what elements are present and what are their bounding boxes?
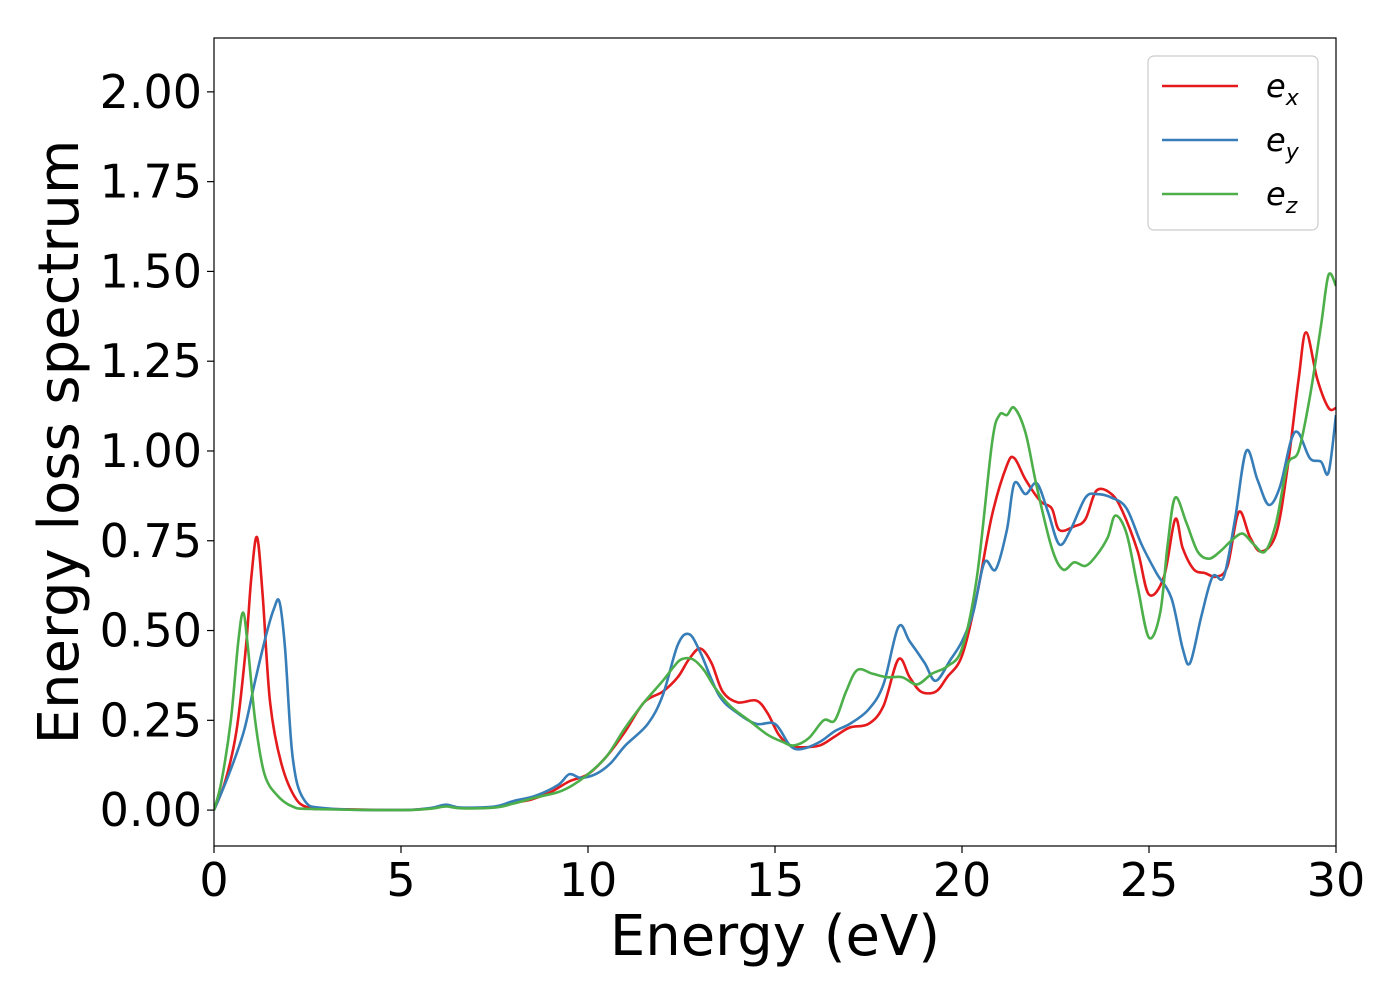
x-tick-label: 25 xyxy=(1120,853,1179,907)
y-tick-label: 1.25 xyxy=(100,334,202,388)
x-tick-label: 20 xyxy=(933,853,992,907)
y-tick-label: 1.50 xyxy=(100,244,202,298)
legend-label-z: ez xyxy=(1266,175,1298,219)
series-line-y xyxy=(214,414,1336,812)
series-line-z xyxy=(214,272,1336,812)
y-tick-label: 2.00 xyxy=(100,65,202,119)
legend: ex ey ez xyxy=(1147,55,1319,231)
x-tick-label: 15 xyxy=(746,853,805,907)
x-tick-label: 30 xyxy=(1307,853,1366,907)
x-tick-label: 5 xyxy=(386,853,415,907)
x-axis-label: Energy (eV) xyxy=(610,904,940,969)
y-axis-label: Energy loss spectrum xyxy=(27,140,92,745)
x-tick-label: 0 xyxy=(199,853,228,907)
legend-label-y: ey xyxy=(1266,121,1300,165)
y-tick-label: 0.50 xyxy=(100,604,202,658)
axis-ticks: 0 5 10 15 20 25 30 0.00 0.25 0.50 0.75 1.00 1.25 1.50… xyxy=(100,65,1366,907)
plot-area xyxy=(214,272,1336,812)
y-tick-label: 0.75 xyxy=(100,514,202,568)
legend-box xyxy=(1147,55,1319,231)
x-tick-label: 10 xyxy=(559,853,618,907)
legend-label-x: ex xyxy=(1266,67,1300,111)
y-tick-label: 0.25 xyxy=(100,693,202,747)
y-tick-label: 0.00 xyxy=(100,783,202,837)
y-tick-label: 1.00 xyxy=(100,424,202,478)
y-tick-label: 1.75 xyxy=(100,155,202,209)
